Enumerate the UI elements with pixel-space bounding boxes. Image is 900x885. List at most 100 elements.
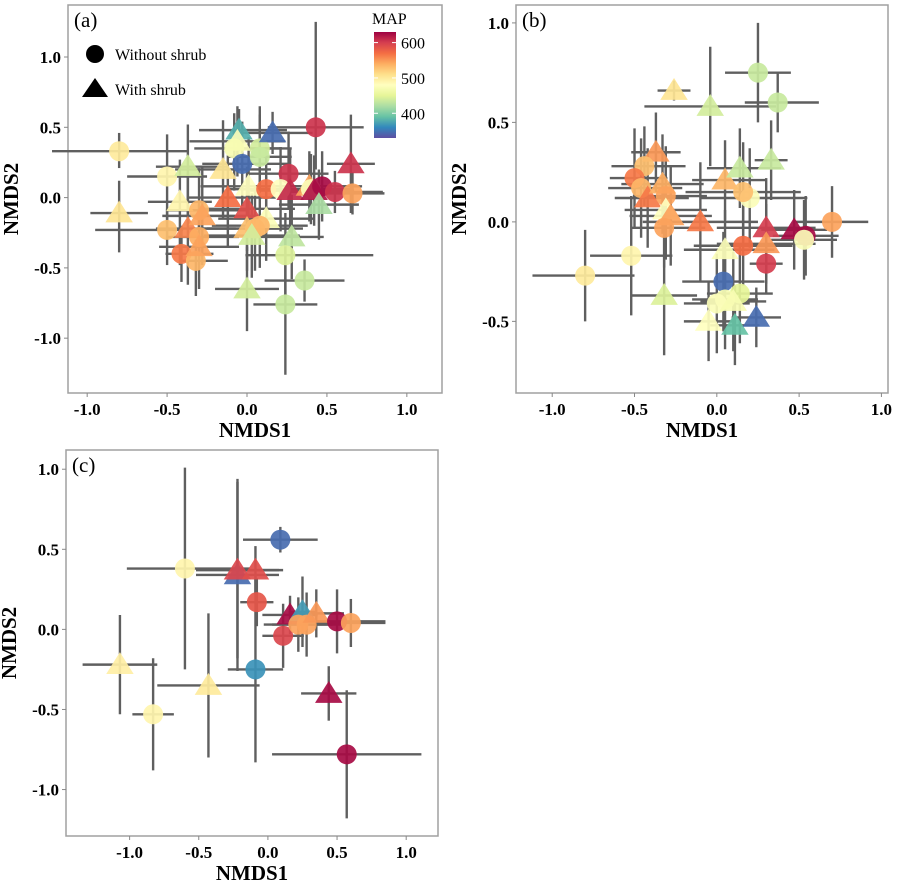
point-without-shrub xyxy=(767,92,788,113)
point-with-shrub xyxy=(194,672,223,695)
point-without-shrub xyxy=(157,219,178,240)
point-with-shrub xyxy=(711,167,739,190)
x-tick-label: -0.5 xyxy=(185,843,212,862)
point-without-shrub xyxy=(324,181,345,202)
x-tick-label: 0.0 xyxy=(236,400,257,419)
point-without-shrub xyxy=(270,529,291,550)
y-tick-label: 0.5 xyxy=(40,118,61,137)
point-without-shrub xyxy=(224,138,245,159)
point-without-shrub xyxy=(245,659,266,680)
point-with-shrub xyxy=(711,237,739,260)
panel-c: -1.0 -0.5 0.0 0.5 1.0 -1.0 -0.5 0.0 0.5 1.0 NMDS1 N… xyxy=(0,449,439,885)
point-without-shrub xyxy=(275,294,296,315)
y-tick-label: 1.0 xyxy=(40,48,61,67)
point-without-shrub xyxy=(232,153,253,174)
point-without-shrub xyxy=(733,182,754,203)
point-without-shrub xyxy=(143,704,164,725)
point-without-shrub xyxy=(654,217,675,238)
x-tick-label: 0.0 xyxy=(257,843,278,862)
legend-circle-icon xyxy=(86,45,104,63)
point-with-shrub xyxy=(686,209,715,232)
point-with-shrub xyxy=(241,557,270,580)
y-tick-label: 1.0 xyxy=(38,460,59,479)
point-without-shrub xyxy=(822,211,843,232)
point-with-shrub xyxy=(166,189,194,212)
point-with-shrub xyxy=(719,288,748,311)
x-tick-label: 0.5 xyxy=(316,400,337,419)
panel-label: (b) xyxy=(522,8,547,32)
legend-triangle-icon xyxy=(82,78,108,97)
point-with-shrub xyxy=(742,304,771,327)
point-without-shrub xyxy=(157,166,178,187)
colorbar-tick-label: 600 xyxy=(401,36,425,53)
markers xyxy=(575,62,843,335)
point-with-shrub xyxy=(225,117,253,140)
point-with-shrub xyxy=(233,196,261,219)
point-with-shrub xyxy=(233,276,261,299)
point-without-shrub xyxy=(278,163,299,184)
point-with-shrub xyxy=(105,200,133,223)
point-with-shrub xyxy=(185,234,213,257)
y-axis-label: NMDS2 xyxy=(447,163,471,235)
point-with-shrub xyxy=(752,215,780,238)
panel-b: -1.0 -0.5 0.0 0.5 1.0 -0.5 0.0 0.5 1.0 NMDS1 NMDS2… xyxy=(447,4,892,442)
point-with-shrub xyxy=(726,155,754,178)
point-with-shrub xyxy=(660,78,688,100)
y-tick-label: 0.5 xyxy=(38,540,59,559)
point-with-shrub xyxy=(238,223,266,245)
legend: Without shrub With shrub MAP 400 500 600 xyxy=(82,11,425,138)
point-with-shrub xyxy=(302,600,331,623)
x-tick-label: -1.0 xyxy=(116,843,143,862)
y-tick-label: 0.0 xyxy=(488,213,509,232)
y-tick-label: -1.0 xyxy=(32,781,59,800)
point-with-shrub xyxy=(650,283,678,305)
x-axis-label: NMDS1 xyxy=(219,418,291,442)
colorbar xyxy=(374,32,396,138)
point-with-shrub xyxy=(223,557,252,580)
point-with-shrub xyxy=(174,154,202,177)
y-tick-label: 0.5 xyxy=(488,113,509,132)
y-tick-label: -1.0 xyxy=(34,329,61,348)
point-without-shrub xyxy=(340,612,361,633)
point-without-shrub xyxy=(747,62,768,83)
markers xyxy=(106,529,361,765)
point-without-shrub xyxy=(733,235,754,256)
point-with-shrub xyxy=(258,120,287,143)
point-with-shrub xyxy=(337,151,365,174)
panel-label: (c) xyxy=(72,453,95,477)
x-tick-label: -1.0 xyxy=(539,400,566,419)
panel-a: -1.0 -0.5 0.0 0.5 1.0 -1.0 -0.5 0.0 0.5 1.0 NMDS1 N… xyxy=(0,4,443,442)
x-tick-label: 0.5 xyxy=(788,400,809,419)
point-with-shrub xyxy=(214,185,242,207)
legend-label-with-shrub: With shrub xyxy=(115,82,186,99)
x-tick-label: -0.5 xyxy=(621,400,648,419)
point-without-shrub xyxy=(621,245,642,266)
point-with-shrub xyxy=(234,173,263,196)
point-with-shrub xyxy=(315,680,343,703)
point-without-shrub xyxy=(756,253,777,274)
point-without-shrub xyxy=(294,270,315,291)
point-without-shrub xyxy=(109,141,130,162)
point-without-shrub xyxy=(794,229,815,250)
x-tick-label: 1.0 xyxy=(396,843,417,862)
point-with-shrub xyxy=(694,308,723,331)
point-without-shrub xyxy=(575,265,596,286)
point-without-shrub xyxy=(256,179,277,200)
colorbar-tick-label: 500 xyxy=(401,71,425,88)
x-tick-label: 0.0 xyxy=(706,400,727,419)
point-with-shrub xyxy=(721,312,749,335)
plot-frame xyxy=(65,449,439,837)
markers xyxy=(105,117,365,315)
colorbar-tick-label: 400 xyxy=(401,106,425,123)
x-axis-label: NMDS1 xyxy=(216,861,288,885)
point-without-shrub xyxy=(655,186,676,207)
legend-label-without-shrub: Without shrub xyxy=(115,47,206,64)
point-without-shrub xyxy=(174,558,195,579)
panel-label: (a) xyxy=(74,8,97,32)
y-tick-label: 0.0 xyxy=(40,189,61,208)
point-with-shrub xyxy=(696,93,724,116)
point-with-shrub xyxy=(757,147,785,170)
point-without-shrub xyxy=(336,744,357,765)
y-axis-label: NMDS2 xyxy=(0,163,23,235)
